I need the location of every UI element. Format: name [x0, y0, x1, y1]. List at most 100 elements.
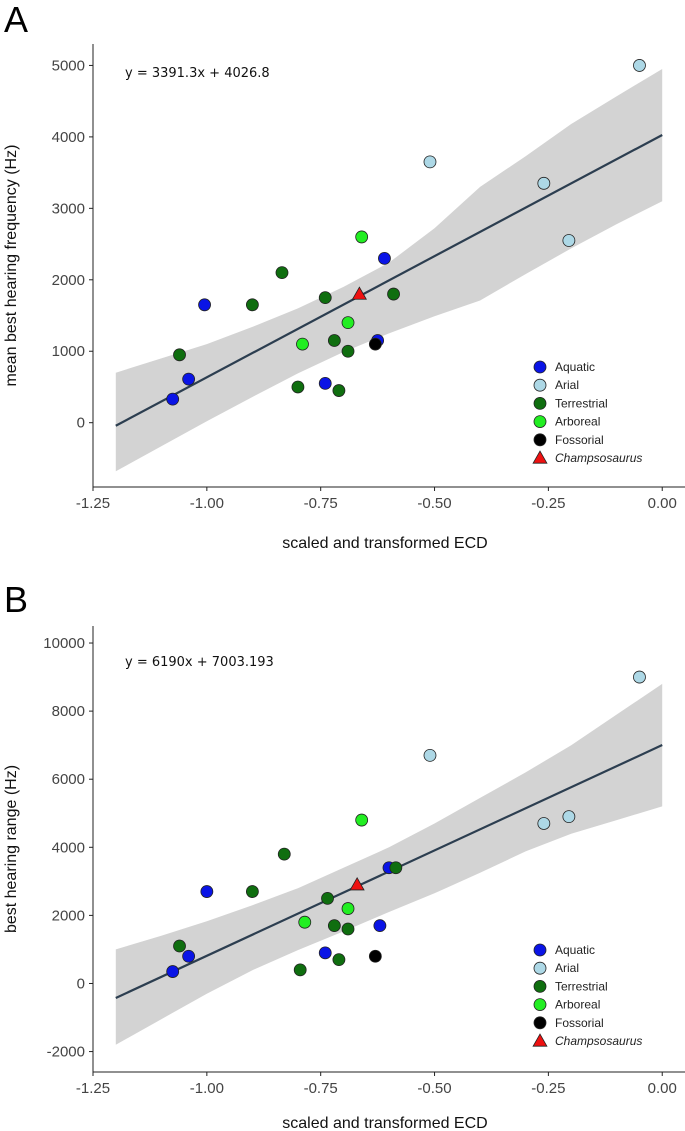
panel-a-x-tick-label: -0.75: [304, 495, 338, 512]
panel-a-point-champsosaurus: [351, 286, 367, 300]
panel-a-point-arboreal: [341, 316, 355, 330]
panel-a-y-tick-label: 0: [77, 415, 85, 432]
panel-a-x-tick-label: -1.00: [190, 495, 224, 512]
panel-a-legend-marker-arial: [533, 378, 547, 392]
panel-b-x-tick-label: -0.75: [304, 1080, 338, 1097]
panel-a-x-axis-title: scaled and transformed ECD: [282, 535, 487, 552]
panel-b-legend-marker-champsosaurus: [532, 1033, 548, 1047]
panel-b-x-tick-label: -0.25: [531, 1080, 565, 1097]
panel-a-legend-label-arial: Arial: [555, 378, 579, 392]
panel-a-regression-line: [115, 134, 663, 427]
panel-b: B -1.25 -1.00 -0.75 -0.50 -0.25 0.00 -2000 0 200…: [3, 579, 685, 1131]
panel-a-legend-marker-champsosaurus: [532, 450, 548, 464]
panel-a-legend-label-arboreal: Arboreal: [555, 415, 600, 429]
panel-b-legend-marker-terrestrial: [533, 980, 547, 993]
panel-b-point-champsosaurus: [349, 877, 365, 891]
panel-a-point-aquatic: [378, 251, 391, 265]
panel-a-confidence-band: [115, 69, 663, 472]
panel-a-letter: A: [4, 0, 28, 40]
panel-a: A -1.25 -1.00 -0.75 -0.50 -0.25 0.00 0 1000 2000…: [3, 0, 685, 552]
panel-b-legend-label-arial: Arial: [555, 961, 579, 975]
panel-b-point-arboreal: [355, 813, 369, 827]
panel-a-legend-label-fossorial: Fossorial: [555, 433, 604, 447]
panel-a-point-terrestrial: [245, 298, 259, 312]
panel-b-x-tick-label: -1.25: [76, 1080, 110, 1097]
panel-b-legend-label-aquatic: Aquatic: [555, 943, 595, 957]
panel-a-point-terrestrial: [387, 287, 400, 301]
panel-a-point-arial: [633, 59, 646, 72]
panel-b-point-aquatic: [166, 965, 180, 978]
panel-b-y-tick-label: 10000: [43, 635, 85, 652]
panel-a-legend-marker-arboreal: [533, 415, 547, 429]
panel-b-y-axis-title: best hearing range (Hz): [3, 765, 20, 933]
panel-a-legend-marker-terrestrial: [533, 396, 547, 410]
panel-a-point-arboreal: [355, 230, 369, 244]
panel-a-point-terrestrial: [332, 384, 346, 397]
panel-b-point-fossorial: [368, 949, 382, 963]
panel-b-point-arial: [423, 748, 437, 762]
panel-a-point-terrestrial: [318, 291, 332, 305]
panel-b-point-arial: [562, 810, 576, 824]
panel-a-legend-label-terrestrial: Terrestrial: [555, 396, 608, 410]
panel-a-legend-marker-aquatic: [533, 360, 547, 374]
panel-b-point-terrestrial: [277, 847, 291, 861]
panel-b-point-terrestrial: [293, 963, 307, 977]
panel-a-point-aquatic: [182, 372, 196, 386]
panel-b-point-aquatic: [373, 919, 387, 933]
panel-b-y-tick-label: 4000: [52, 839, 85, 856]
panel-a-point-fossorial: [368, 337, 382, 351]
panel-a-equation: y = 3391.3x + 4026.8: [125, 66, 270, 81]
panel-b-legend-marker-aquatic: [533, 943, 547, 957]
panel-a-point-aquatic: [198, 298, 211, 312]
panel-a-point-terrestrial: [173, 348, 186, 362]
panel-b-legend-label-champsosaurus: Champsosaurus: [555, 1034, 642, 1048]
panel-b-legend-marker-arboreal: [533, 998, 547, 1011]
panel-b-point-aquatic: [318, 946, 332, 960]
panel-a-legend-marker-fossorial: [533, 433, 547, 447]
panel-a-point-terrestrial: [291, 380, 305, 394]
panel-b-point-arial: [537, 817, 551, 830]
panel-a-x-tick-label: -0.25: [531, 495, 565, 512]
panel-b-point-terrestrial: [389, 861, 403, 875]
panel-a-y-tick-label: 1000: [52, 343, 85, 360]
panel-a-legend-label-aquatic: Aquatic: [555, 360, 595, 374]
panel-b-y-tick-label: 0: [77, 975, 85, 992]
panel-b-x-tick-label: -1.00: [190, 1080, 224, 1097]
panel-b-point-aquatic: [182, 949, 196, 963]
panel-b-legend-marker-arial: [533, 961, 547, 975]
panel-b-point-terrestrial: [341, 922, 355, 936]
panel-b-x-axis-title: scaled and transformed ECD: [282, 1115, 487, 1131]
panel-b-y-tick-label: 6000: [52, 771, 85, 788]
panel-b-point-terrestrial: [327, 919, 341, 933]
panel-a-point-terrestrial: [327, 334, 341, 347]
panel-b-point-arial: [633, 670, 646, 684]
panel-a-y-tick-label: 3000: [52, 200, 85, 217]
panel-b-equation: y = 6190x + 7003.193: [125, 655, 274, 670]
panel-a-y-tick-label: 4000: [52, 129, 85, 146]
panel-b-legend-label-fossorial: Fossorial: [555, 1016, 604, 1030]
panel-b-point-terrestrial: [321, 891, 334, 905]
panel-a-point-arial: [562, 234, 576, 247]
panel-b-y-tick-label: 2000: [52, 907, 85, 924]
panel-b-y-tick-label: -2000: [47, 1044, 85, 1061]
panel-a-point-aquatic: [318, 376, 332, 390]
panel-a-point-terrestrial: [341, 344, 355, 358]
panel-a-legend-label-champsosaurus: Champsosaurus: [555, 451, 642, 465]
panel-b-point-aquatic: [200, 885, 214, 898]
panel-a-point-arial: [537, 176, 551, 190]
panel-b-x-tick-label: -0.50: [417, 1080, 451, 1097]
panel-b-point-terrestrial: [245, 885, 259, 898]
panel-a-y-tick-label: 2000: [52, 272, 85, 289]
panel-b-point-terrestrial: [332, 953, 346, 967]
panel-b-point-arboreal: [298, 915, 312, 929]
panel-a-point-aquatic: [166, 392, 180, 406]
panel-a-x-tick-label: -0.50: [417, 495, 451, 512]
panel-a-point-terrestrial: [275, 266, 289, 280]
panel-b-y-tick-label: 8000: [52, 703, 85, 720]
panel-a-point-arial: [423, 155, 437, 169]
panel-a-y-tick-label: 5000: [52, 57, 85, 74]
panel-b-x-tick-label: 0.00: [648, 1080, 677, 1097]
panel-b-point-arboreal: [341, 902, 355, 915]
panel-a-x-tick-label: 0.00: [648, 495, 677, 512]
